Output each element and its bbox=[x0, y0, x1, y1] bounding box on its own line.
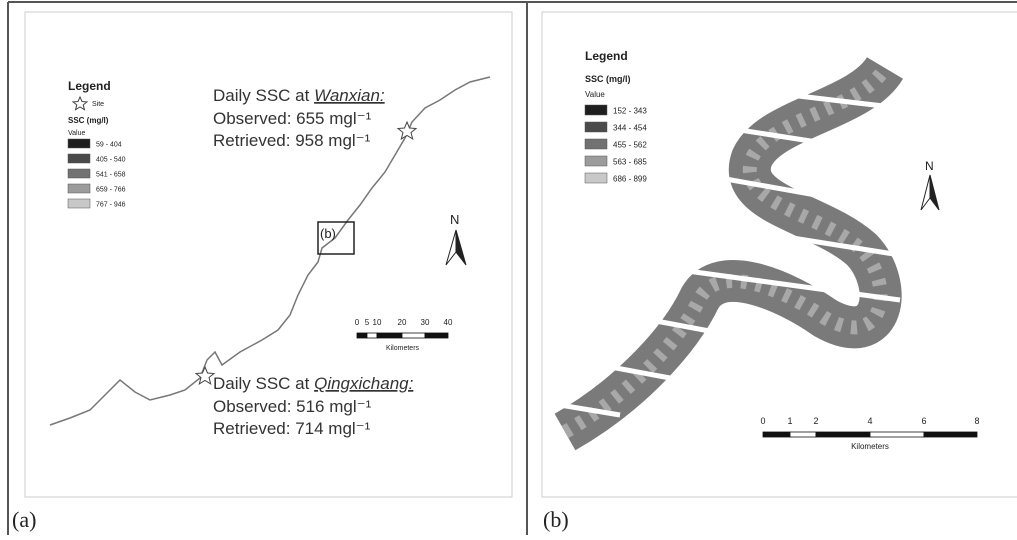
legend-class: 152 - 343 bbox=[613, 107, 647, 116]
legend-ssc: SSC (mg/l) bbox=[68, 116, 109, 125]
legend-site: Site bbox=[92, 101, 104, 108]
legend-swatch bbox=[68, 169, 90, 178]
legend-swatch bbox=[585, 156, 607, 166]
scale-segment bbox=[377, 333, 402, 338]
legend-swatch bbox=[68, 184, 90, 193]
site-name: Qingxichang: bbox=[314, 374, 414, 393]
site-name: Wanxian: bbox=[314, 86, 385, 105]
north-label: N bbox=[450, 212, 459, 227]
legend-swatch bbox=[585, 105, 607, 115]
legend-class: 541 - 658 bbox=[96, 172, 126, 179]
annotation: Daily SSC at Wanxian: bbox=[213, 86, 385, 105]
scale-tick: 6 bbox=[921, 416, 926, 426]
legend-swatch bbox=[585, 173, 607, 183]
inset-label: (b) bbox=[320, 226, 336, 241]
north-arrow bbox=[930, 175, 939, 210]
scale-segment bbox=[924, 432, 977, 437]
legend-class: 405 - 540 bbox=[96, 157, 126, 164]
scale-segment bbox=[870, 432, 924, 437]
scale-tick: 8 bbox=[974, 416, 979, 426]
scale-tick: 30 bbox=[421, 318, 430, 327]
scale-tick: 1 bbox=[787, 416, 792, 426]
river bbox=[50, 77, 490, 425]
annotation-prefix: Daily SSC at bbox=[213, 86, 314, 105]
scale-tick: 0 bbox=[760, 416, 765, 426]
legend-star bbox=[73, 97, 87, 110]
legend-swatch bbox=[68, 199, 90, 208]
scale-tick: 0 bbox=[355, 318, 360, 327]
scale-unit: Kilometers bbox=[386, 345, 420, 352]
scale-tick: 4 bbox=[867, 416, 872, 426]
figure: (b) Daily SSC at Wanxian: Observed: 655 … bbox=[0, 0, 1017, 535]
north-label: N bbox=[925, 159, 934, 173]
observed: Observed: 516 mgl⁻¹ bbox=[213, 397, 372, 416]
retrieved: Retrieved: 958 mgl⁻¹ bbox=[213, 131, 371, 150]
legend-class: 455 - 562 bbox=[613, 141, 647, 150]
legend-title: Legend bbox=[68, 79, 111, 93]
observed: Observed: 655 mgl⁻¹ bbox=[213, 109, 372, 128]
scale-tick: 5 bbox=[365, 318, 370, 327]
legend-class: 59 - 404 bbox=[96, 142, 122, 149]
scale-segment bbox=[763, 432, 790, 437]
site-star bbox=[196, 367, 214, 384]
scale-segment bbox=[816, 432, 870, 437]
scale-tick: 10 bbox=[373, 318, 382, 327]
scale-unit: Kilometers bbox=[851, 442, 889, 451]
legend-title: Legend bbox=[585, 49, 628, 63]
legend-swatch bbox=[68, 139, 90, 148]
north-arrow bbox=[921, 175, 930, 210]
legend-value: Value bbox=[585, 90, 605, 99]
site-star bbox=[398, 122, 416, 139]
scale-tick: 20 bbox=[398, 318, 407, 327]
legend-swatch bbox=[585, 122, 607, 132]
legend-ssc: SSC (mg/l) bbox=[585, 74, 631, 84]
annotation: Daily SSC at Qingxichang: bbox=[213, 374, 414, 393]
legend-swatch bbox=[68, 154, 90, 163]
legend-class: 767 - 946 bbox=[96, 202, 126, 209]
panel-label: (b) bbox=[543, 507, 569, 532]
legend-class: 686 - 899 bbox=[613, 175, 647, 184]
north-arrow bbox=[446, 230, 456, 265]
legend-class: 563 - 685 bbox=[613, 158, 647, 167]
scale-tick: 2 bbox=[813, 416, 818, 426]
legend-value: Value bbox=[68, 130, 85, 137]
scale-segment bbox=[402, 333, 425, 338]
scale-segment bbox=[357, 333, 367, 338]
legend-class: 344 - 454 bbox=[613, 124, 647, 133]
north-arrow bbox=[456, 230, 466, 265]
scale-tick: 40 bbox=[444, 318, 453, 327]
panel-label: (a) bbox=[12, 507, 36, 532]
scale-segment bbox=[790, 432, 816, 437]
annotation-prefix: Daily SSC at bbox=[213, 374, 314, 393]
scale-segment bbox=[425, 333, 448, 338]
retrieved: Retrieved: 714 mgl⁻¹ bbox=[213, 419, 371, 438]
legend-swatch bbox=[585, 139, 607, 149]
legend-class: 659 - 766 bbox=[96, 187, 126, 194]
scale-segment bbox=[367, 333, 377, 338]
